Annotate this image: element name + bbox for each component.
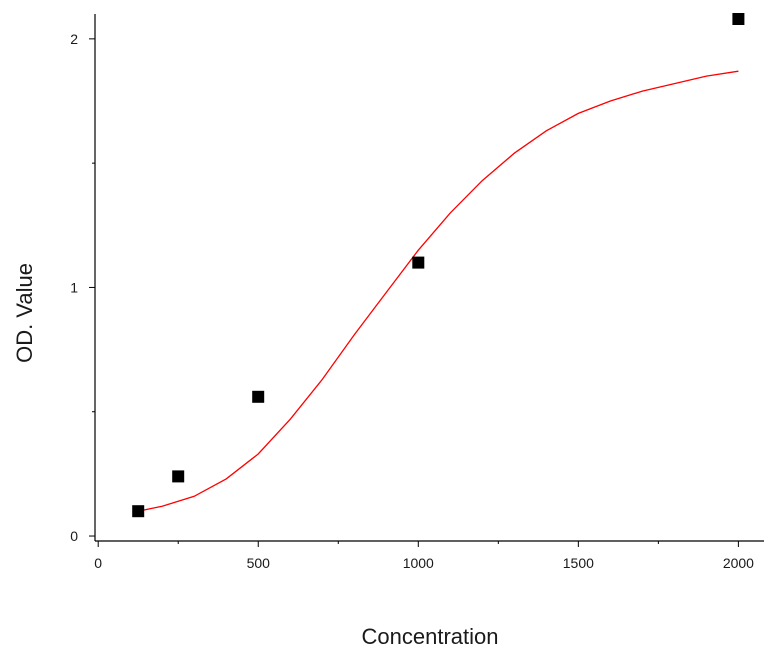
x-tick-label: 2000 (723, 555, 754, 571)
data-point (252, 390, 265, 403)
plot-area (132, 13, 745, 518)
axes (94, 14, 764, 542)
fit-curve-line (138, 70, 739, 512)
y-axis-title: OD. Value (12, 263, 37, 363)
x-axis-title: Concentration (362, 624, 499, 647)
data-point (412, 256, 425, 269)
data-point (732, 13, 745, 25)
data-point (172, 470, 185, 483)
y-tick-label: 0 (70, 528, 78, 544)
data-point (132, 505, 145, 518)
x-tick-label: 0 (94, 555, 102, 571)
x-tick-label: 1500 (563, 555, 594, 571)
x-tick-label: 500 (247, 555, 271, 571)
x-tick-label: 1000 (403, 555, 434, 571)
y-tick-label: 1 (70, 279, 78, 295)
ticks: 0 500 1000 1500 2000 0 1 2 (70, 31, 754, 571)
y-tick-label: 2 (70, 31, 78, 47)
